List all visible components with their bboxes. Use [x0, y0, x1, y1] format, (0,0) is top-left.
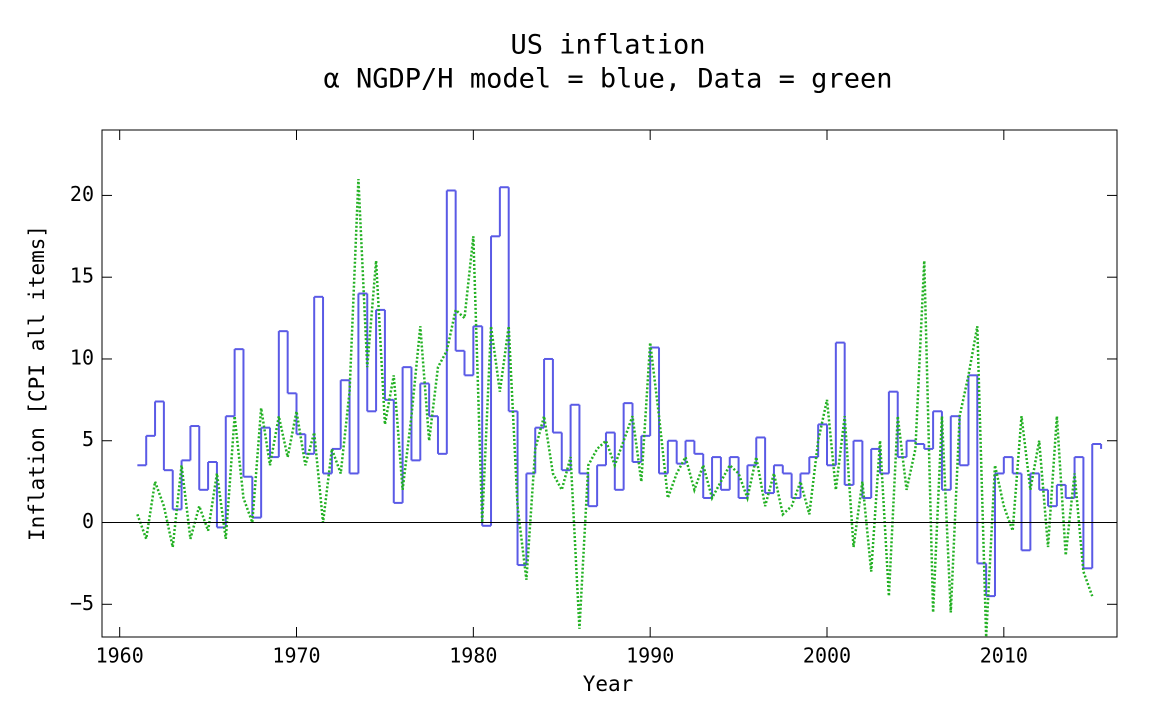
x-tick-label: 1970 [272, 644, 320, 668]
y-tick-label: 5 [82, 427, 94, 451]
chart-subtitle: α NGDP/H model = blue, Data = green [324, 64, 893, 95]
y-tick-label: −5 [70, 591, 94, 615]
y-axis-label: Inflation [CPI all items] [25, 225, 49, 541]
x-tick-label: 2010 [980, 644, 1028, 668]
x-tick-label: 1960 [96, 644, 144, 668]
y-tick-label: 10 [70, 345, 94, 369]
x-tick-label: 2000 [803, 644, 851, 668]
x-tick-label: 1990 [626, 644, 674, 668]
y-tick-label: 15 [70, 264, 94, 288]
x-tick-label: 1980 [449, 644, 497, 668]
plot-area [136, 179, 1103, 637]
chart-title: US inflation [510, 30, 705, 61]
plot-frame [101, 129, 1118, 638]
data-line [136, 179, 1094, 637]
x-axis-label: Year [583, 672, 634, 696]
y-tick-label: 0 [82, 509, 94, 533]
y-tick-label: 20 [70, 182, 94, 206]
